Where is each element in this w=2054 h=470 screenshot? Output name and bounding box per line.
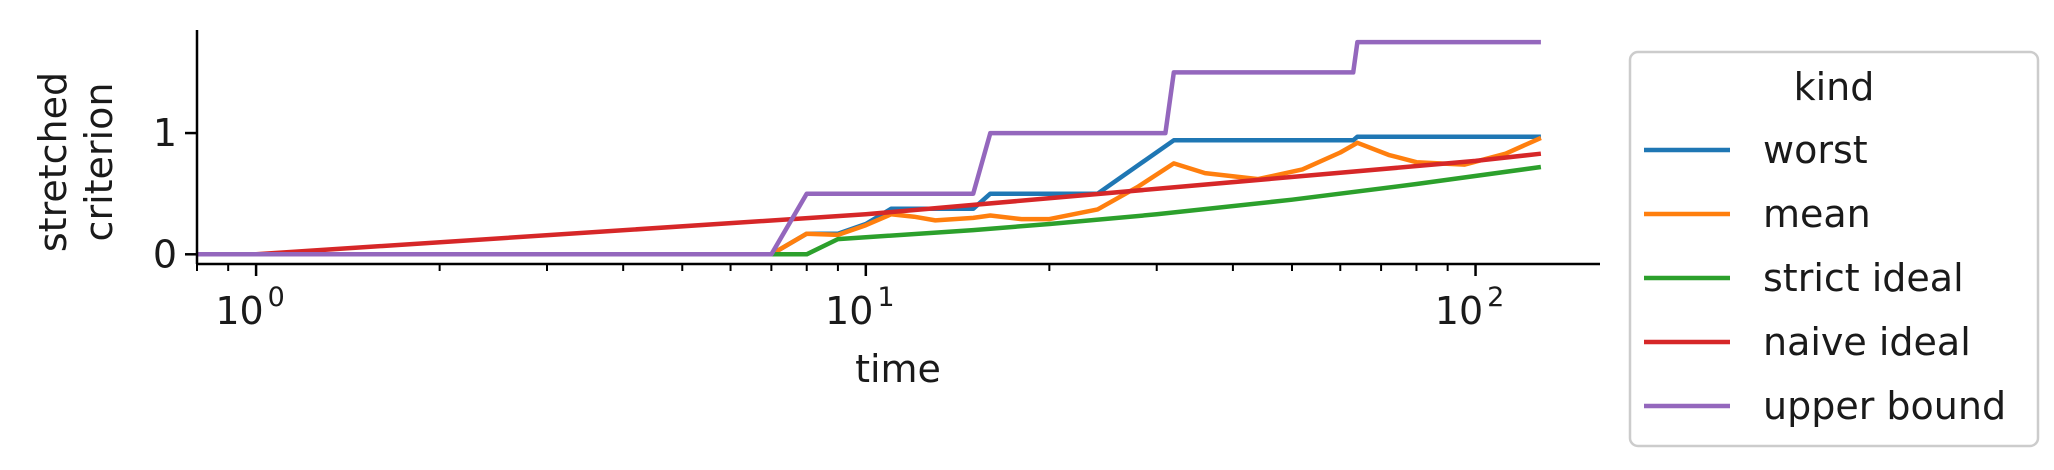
series-line-upper-bound <box>197 39 1541 257</box>
x-tick-label: 10 2 <box>1435 282 1505 333</box>
legend-label: naive ideal <box>1763 320 1971 364</box>
x-tick-label: 10 1 <box>825 282 895 333</box>
legend-box <box>1628 50 2040 448</box>
legend: kind worst mean strict ideal naive ideal uppe… <box>1628 50 2040 448</box>
y-tick-label: 0 <box>153 232 177 276</box>
legend-label: worst <box>1763 128 1868 172</box>
series-layer <box>197 39 1542 257</box>
legend-title: kind <box>1794 65 1875 109</box>
y-axis-label: stretchedcriterion <box>31 72 121 252</box>
x-tick-label: 10 0 <box>215 282 285 333</box>
x-axis-label: time <box>855 347 941 391</box>
y-tick-label: 1 <box>153 111 177 155</box>
legend-label: upper bound <box>1763 384 2006 428</box>
series-line-strict-ideal <box>197 164 1542 257</box>
tick-layer: 10 0 10 1 10 2 0 1 <box>153 111 1505 333</box>
series-line-mean <box>197 135 1542 257</box>
y-axis-label-text: stretchedcriterion <box>31 72 121 252</box>
axes <box>195 30 1600 266</box>
legend-label: strict ideal <box>1763 256 1964 300</box>
legend-label: mean <box>1763 192 1871 236</box>
